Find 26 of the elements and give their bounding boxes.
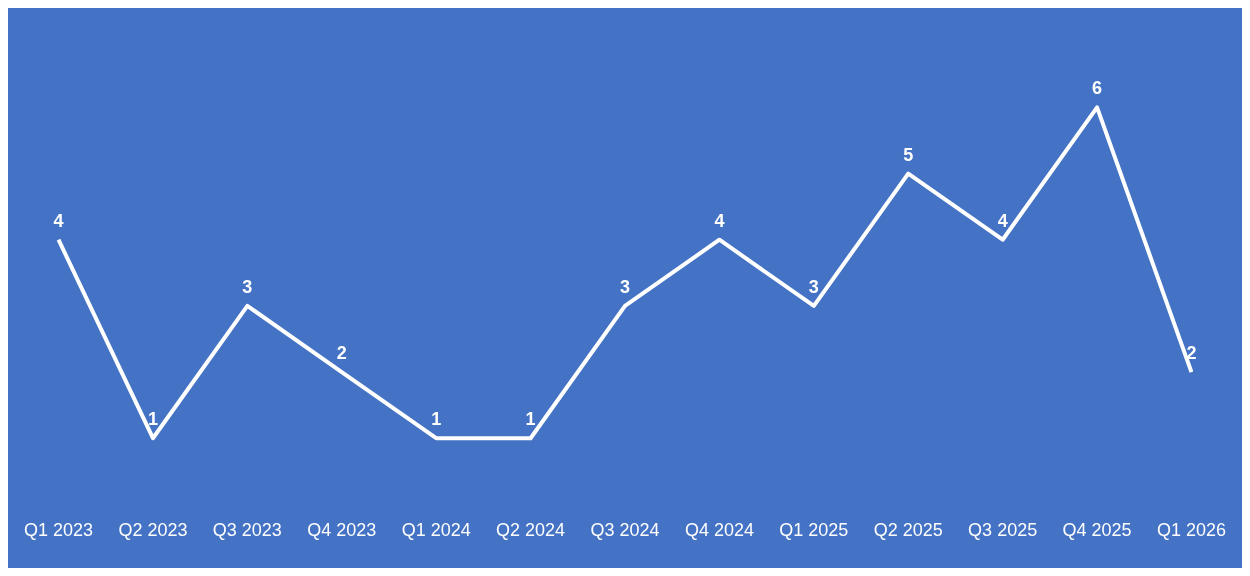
- data-label: 1: [431, 409, 442, 430]
- x-tick-label: Q3 2025: [968, 520, 1038, 541]
- x-tick-label: Q1 2025: [779, 520, 849, 541]
- data-label: 2: [1186, 343, 1197, 364]
- data-label: 4: [997, 210, 1008, 231]
- x-tick-label: Q4 2025: [1062, 520, 1132, 541]
- data-label: 5: [903, 144, 914, 165]
- data-label: 6: [1092, 78, 1103, 99]
- data-label: 4: [714, 210, 725, 231]
- x-tick-label: Q1 2026: [1156, 520, 1226, 541]
- x-tick-label: Q2 2024: [496, 520, 566, 541]
- data-label: 3: [808, 276, 819, 297]
- x-tick-label: Q1 2024: [401, 520, 471, 541]
- x-tick-label: Q2 2023: [118, 520, 188, 541]
- x-tick-label: Q4 2023: [307, 520, 377, 541]
- data-label: 1: [147, 409, 158, 430]
- data-label: 3: [619, 276, 631, 297]
- x-tick-label: Q2 2025: [873, 520, 943, 541]
- x-tick-label: Q4 2024: [684, 520, 754, 541]
- data-label: 1: [525, 409, 536, 430]
- x-tick-label: Q3 2024: [590, 520, 660, 541]
- x-tick-label: Q3 2023: [212, 520, 282, 541]
- data-label: 4: [53, 210, 64, 231]
- data-label: 2: [336, 343, 347, 364]
- x-tick-label: Q1 2023: [24, 520, 94, 541]
- data-label: 3: [242, 276, 253, 297]
